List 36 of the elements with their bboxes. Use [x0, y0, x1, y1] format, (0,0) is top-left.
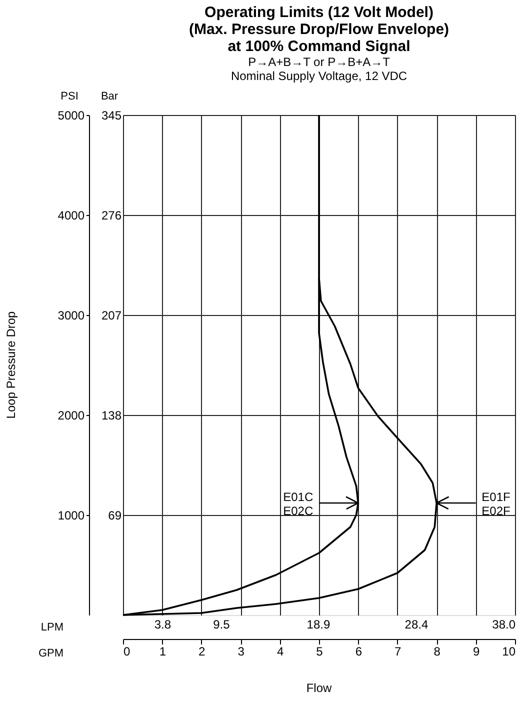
- x2-axis-title: LPM: [40, 622, 64, 634]
- text: Loop Pressure Drop: [4, 310, 18, 419]
- y-tick-label: 2000: [58, 408, 85, 422]
- x2-tick-label: 28.4: [404, 618, 428, 632]
- x-tick-label: 6: [355, 644, 362, 658]
- x2-tick-label: 38.0: [492, 618, 516, 632]
- x2-tick-label: 3.8: [154, 618, 172, 632]
- x-tick-label: 1: [159, 644, 166, 658]
- x-tick-label: 8: [434, 644, 441, 658]
- chart-title: Operating Limits (12 Volt Model) (Max. Pressure Drop/Flow Envelope) at 100% Command Signal: [188, 4, 450, 55]
- y2-tick-label: 207: [101, 308, 122, 322]
- x-tick-label: 3: [238, 644, 245, 658]
- y2-tick-label: 138: [101, 408, 122, 422]
- y-tick-label: 3000: [58, 308, 85, 322]
- y-axis-title: PSI: [60, 90, 78, 102]
- x-tick-label: 5: [316, 644, 324, 658]
- y2-tick-label: 276: [101, 208, 122, 222]
- y-tick-label: 1000: [58, 508, 85, 522]
- x-tick-label: 9: [472, 644, 480, 658]
- x-tick-label: 10: [502, 644, 516, 658]
- legend-label: E01F E02F: [482, 490, 510, 518]
- x-tick-label: 2: [198, 644, 206, 658]
- x-tick-label: 4: [276, 644, 284, 658]
- y2-tick-label: 69: [108, 508, 122, 522]
- y2-tick-label: 345: [101, 108, 122, 122]
- x-tick-label: 0: [124, 644, 130, 658]
- text: E01C E02C: [283, 490, 314, 518]
- chart-subtitle: P→A+B→T or P→B+A→T Nominal Supply Voltage, 12 VDC: [230, 55, 408, 83]
- x-tick-label: 7: [394, 644, 402, 658]
- y2-axis-title: Bar: [100, 90, 118, 102]
- x-axis-title: GPM: [38, 648, 64, 660]
- x2-tick-label: 18.9: [306, 618, 330, 632]
- y-tick-label: 4000: [58, 208, 85, 222]
- y-tick-label: 5000: [58, 108, 85, 122]
- text: Flow: [306, 681, 332, 695]
- x2-tick-label: 9.5: [213, 618, 230, 632]
